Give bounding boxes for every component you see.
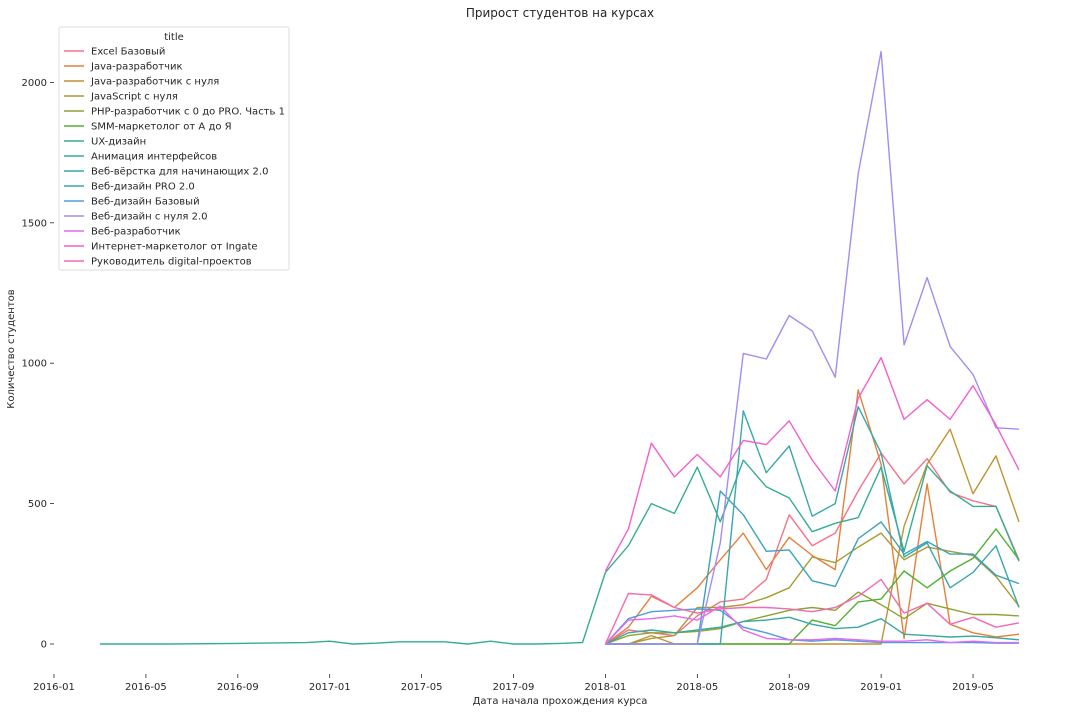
legend-label: Веб-разработчик: [91, 227, 181, 238]
x-tick-label: 2019-05: [952, 682, 994, 693]
x-axis-ticks: 2016-01 2016-05 2016-09 2017-01 2017-05 2017-…: [33, 674, 994, 693]
x-tick-label: 2018-01: [585, 682, 627, 693]
x-tick-label: 2018-09: [768, 682, 810, 693]
y-axis-ticks: 0 500 1000 1500 2000: [22, 78, 54, 651]
legend-label: Веб-дизайн с нуля 2.0: [91, 212, 207, 223]
x-tick-label: 2018-05: [676, 682, 718, 693]
series-line-3: [605, 532, 1020, 645]
series-line-0: [605, 452, 1020, 645]
legend-label: Веб-дизайн PRO 2.0: [91, 182, 195, 193]
y-axis-title: Количество студентов: [6, 289, 17, 408]
legend-label: Java-разработчик с нуля: [90, 77, 219, 88]
legend-label: UX-дизайн: [91, 137, 146, 148]
y-tick-label: 2000: [22, 78, 47, 89]
x-tick-label: 2019-01: [860, 682, 902, 693]
plot-area: [100, 50, 1020, 645]
series-line-7: [605, 616, 1020, 645]
x-tick-label: 2017-09: [493, 682, 535, 693]
x-tick-label: 2016-05: [125, 682, 167, 693]
x-tick-label: 2017-01: [309, 682, 351, 693]
legend-frame: [58, 26, 290, 271]
x-tick-label: 2016-01: [33, 682, 75, 693]
y-tick-label: 500: [28, 499, 47, 510]
legend-label: Веб-дизайн Базовый: [91, 197, 200, 208]
series-line-1: [604, 389, 1020, 645]
y-tick-label: 0: [41, 640, 47, 651]
legend-label: Java-разработчик: [90, 62, 183, 73]
legend-label: SMM-маркетолог от А до Я: [91, 122, 232, 133]
x-tick-label: 2017-05: [401, 682, 443, 693]
legend-label: Веб-вёрстка для начинающих 2.0: [91, 167, 268, 178]
x-axis-title: Дата начала прохождения курса: [473, 696, 648, 707]
legend-label: JavaScript с нуля: [90, 92, 178, 103]
y-tick-label: 1000: [22, 359, 47, 370]
series-line-11: [605, 50, 1020, 645]
series-line-8: [605, 406, 1020, 645]
legend-title: title: [164, 32, 184, 43]
series-line-13: [604, 356, 1020, 572]
legend-label: Excel Базовый: [91, 47, 165, 58]
chart-title: Прирост студентов на курсах: [466, 6, 654, 20]
legend-label: Анимация интерфейсов: [91, 152, 217, 163]
series-line-14: [604, 578, 1020, 645]
legend-label: PHP-разработчик с 0 до PRO. Часть 1: [91, 107, 285, 118]
legend-label: Руководитель digital-проектов: [91, 257, 252, 268]
y-tick-label: 1500: [22, 218, 47, 229]
x-tick-label: 2016-09: [217, 682, 259, 693]
legend: title Excel Базовый Java-разработчик Java-…: [58, 26, 290, 271]
legend-label: Интернет-маркетолог от Ingate: [91, 242, 258, 253]
series-line-6: [100, 459, 1020, 645]
series-line-12: [604, 605, 1019, 645]
